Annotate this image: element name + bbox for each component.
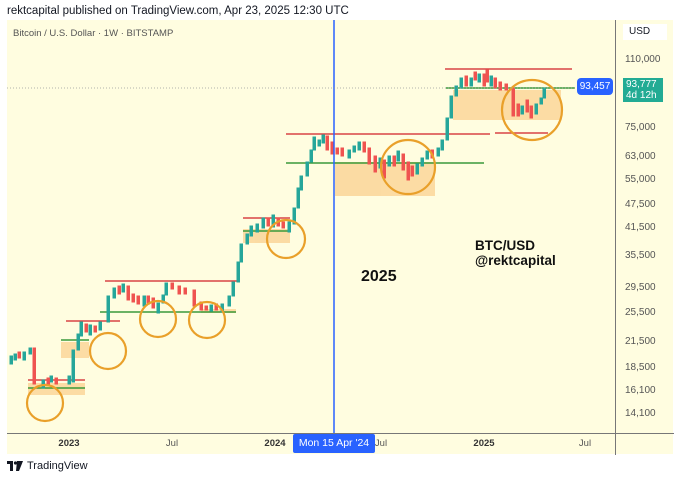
time-axis[interactable] [7, 433, 615, 455]
annotation-author-text: @rektcapital [475, 253, 556, 268]
candles [9, 69, 546, 389]
resistance-lines [28, 68, 572, 381]
time-tick: 2024 [264, 438, 286, 449]
time-tick: 2025 [473, 438, 495, 449]
price-tick: 35,500 [625, 250, 656, 261]
annotation-ticker: BTC/USD @rektcapital [475, 238, 556, 268]
last-price-badge: 93,777 4d 12h [623, 78, 663, 102]
price-tick: 18,500 [625, 362, 656, 373]
price-tick: 25,500 [625, 307, 656, 318]
time-tick: Jul [165, 438, 179, 449]
chart-frame [7, 20, 673, 454]
price-tick: 110,000 [625, 54, 661, 65]
price-tick: 63,000 [625, 151, 656, 162]
axis-corner [615, 433, 674, 455]
published-header: rektcapital published on TradingView.com… [7, 5, 349, 17]
time-tick: Jul [578, 438, 592, 449]
crosshair-date-badge: Mon 15 Apr '24 [293, 434, 375, 453]
time-tick: 2023 [58, 438, 80, 449]
time-tick: Jul [374, 438, 388, 449]
footer-brand-text: TradingView [27, 460, 88, 472]
last-price: 93,777 [626, 79, 657, 90]
price-tick: 16,100 [625, 385, 656, 396]
currency-label[interactable]: USD [623, 24, 667, 40]
price-tick: 47,500 [625, 199, 656, 210]
price-axis[interactable] [615, 20, 674, 433]
crosshair-price-badge: 93,457 [577, 78, 613, 95]
highlight-circles [25, 78, 564, 423]
price-tick: 21,500 [625, 336, 656, 347]
annotation-year: 2025 [361, 268, 397, 285]
price-tick: 55,000 [625, 174, 656, 185]
footer-brand[interactable]: TradingView [7, 460, 88, 472]
price-tick: 14,100 [625, 408, 656, 419]
price-tick: 75,000 [625, 122, 656, 133]
price-tick: 41,500 [625, 222, 656, 233]
tradingview-logo-icon [7, 461, 23, 471]
bar-countdown: 4d 12h [626, 90, 657, 101]
symbol-label: Bitcoin / U.S. Dollar · 1W · BITSTAMP [13, 28, 174, 39]
price-tick: 29,500 [625, 282, 656, 293]
annotation-ticker-text: BTC/USD [475, 238, 535, 253]
